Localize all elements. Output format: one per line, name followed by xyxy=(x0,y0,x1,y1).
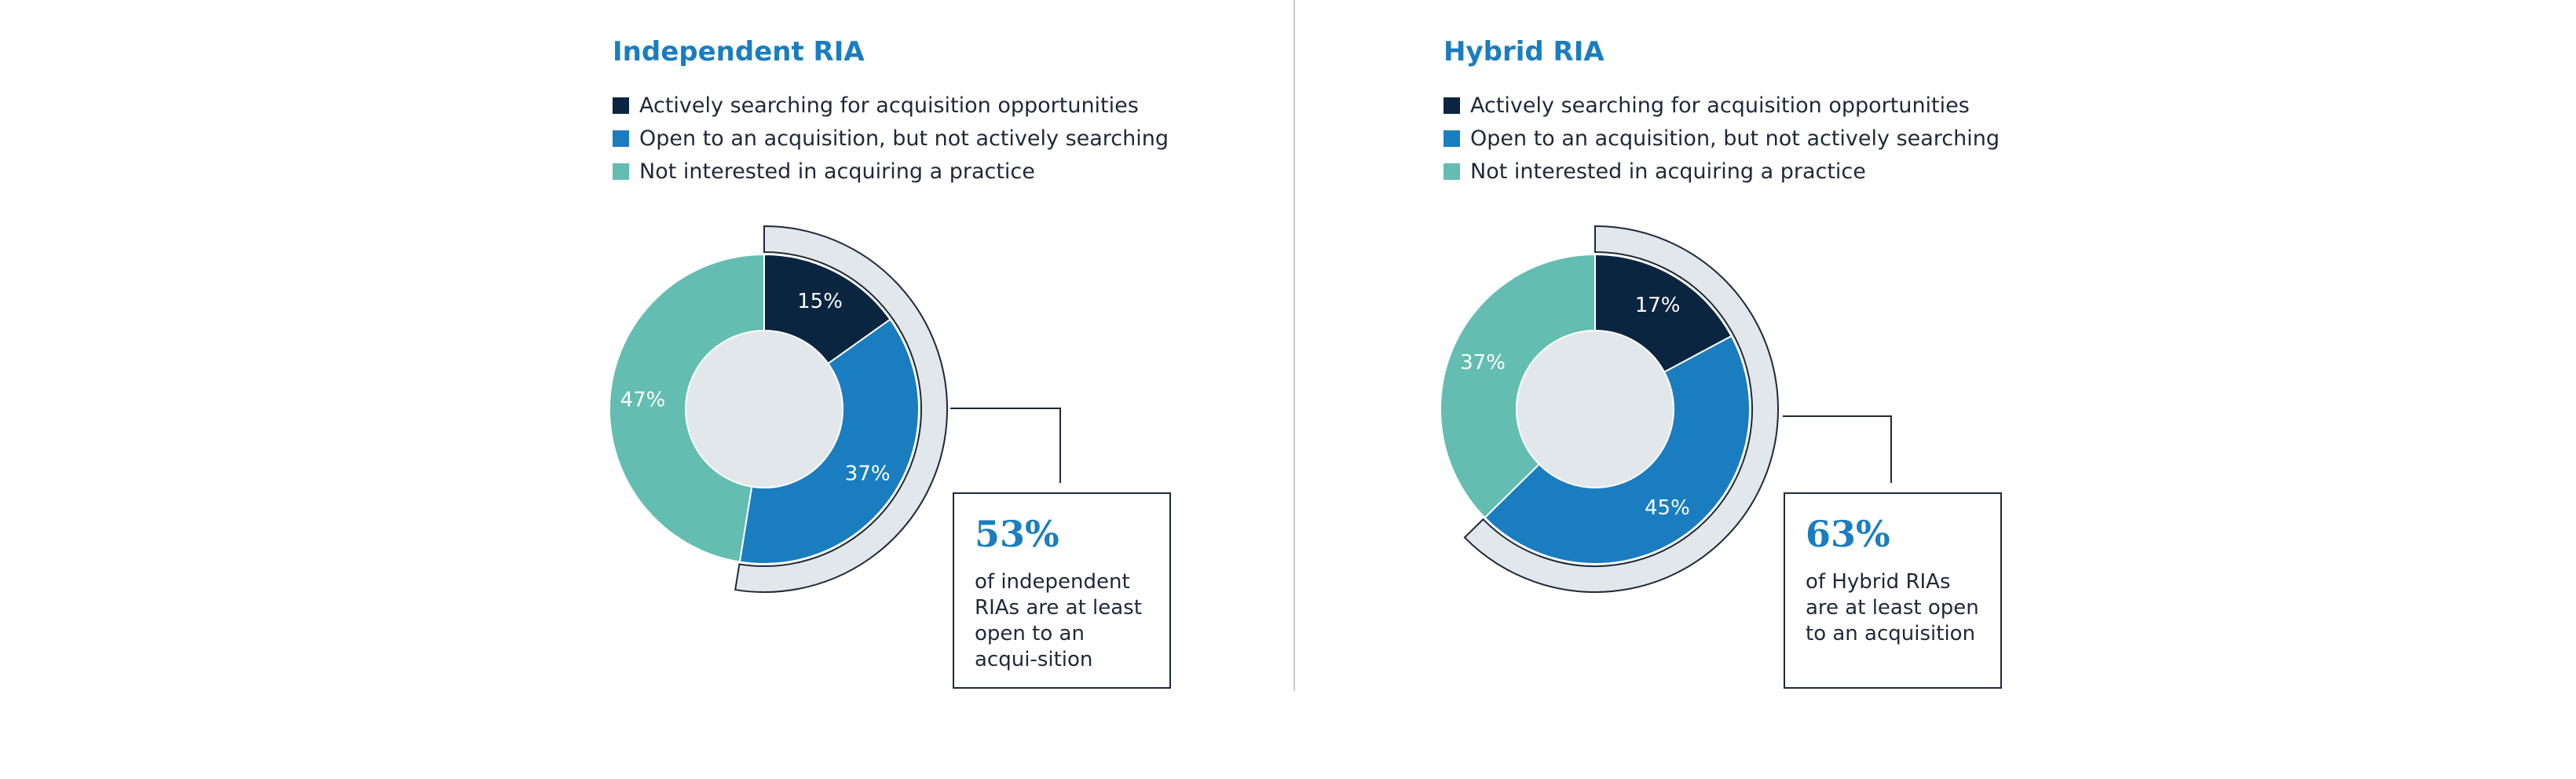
callout-box-independent: 53% of independent RIAs are at least ope… xyxy=(953,492,1171,689)
donut-center-hybrid xyxy=(1517,331,1673,487)
highlight-arc-hybrid xyxy=(1463,225,1779,593)
segment-not-interested xyxy=(1440,253,1596,519)
chart-title-hybrid: Hybrid RIA xyxy=(1444,36,1605,68)
callout-text: of Hybrid RIAs are at least open to an a… xyxy=(1806,570,1979,646)
segment-actively-searching xyxy=(1594,253,1733,374)
donut-independent: 15% 37% 47% xyxy=(609,225,1061,593)
data-label-not-interested: 47% xyxy=(620,389,666,412)
legend-label: Not interested in acquiring a practice xyxy=(639,159,1035,184)
legend-swatch-not-interested xyxy=(1444,163,1460,180)
data-label-not-interested: 37% xyxy=(1460,351,1506,375)
legend-label: Actively searching for acquisition oppor… xyxy=(639,93,1139,118)
legend-item-actively-searching: Actively searching for acquisition oppor… xyxy=(1444,90,2000,123)
legend-label: Actively searching for acquisition oppor… xyxy=(1470,93,1970,118)
legend-label: Open to an acquisition, but not actively… xyxy=(1470,126,2000,151)
callout-connector-independent xyxy=(950,408,1061,483)
callout-value: 53% xyxy=(975,513,1059,555)
segment-not-interested xyxy=(609,253,765,563)
legend-swatch-actively-searching xyxy=(1444,97,1460,114)
legend-independent: Actively searching for acquisition oppor… xyxy=(613,90,1169,188)
callout-connector-hybrid xyxy=(1783,415,1892,483)
chart-title-independent: Independent RIA xyxy=(613,36,865,68)
legend-item-not-interested: Not interested in acquiring a practice xyxy=(613,155,1169,188)
legend-item-open-to-acquisition: Open to an acquisition, but not actively… xyxy=(1444,123,2000,155)
callout-value: 63% xyxy=(1806,513,1890,555)
legend-hybrid: Actively searching for acquisition oppor… xyxy=(1444,90,2000,188)
segment-open-to-acquisition xyxy=(738,318,920,565)
data-label-actively-searching: 15% xyxy=(797,290,843,313)
callout-box-hybrid: 63% of Hybrid RIAs are at least open to … xyxy=(1784,492,2002,689)
panel-divider xyxy=(1293,0,1295,691)
data-label-open-to-acquisition: 45% xyxy=(1645,496,1690,520)
legend-swatch-open-to-acquisition xyxy=(613,130,629,147)
legend-item-open-to-acquisition: Open to an acquisition, but not actively… xyxy=(613,123,1169,155)
segment-open-to-acquisition xyxy=(1484,335,1751,565)
legend-item-actively-searching: Actively searching for acquisition oppor… xyxy=(613,90,1169,123)
legend-swatch-open-to-acquisition xyxy=(1444,130,1460,147)
legend-item-not-interested: Not interested in acquiring a practice xyxy=(1444,155,2000,188)
data-label-actively-searching: 17% xyxy=(1635,294,1681,317)
legend-label: Not interested in acquiring a practice xyxy=(1470,159,1866,184)
data-label-open-to-acquisition: 37% xyxy=(845,463,891,486)
legend-swatch-actively-searching xyxy=(613,97,629,114)
legend-swatch-not-interested xyxy=(613,163,629,180)
highlight-arc-independent xyxy=(734,225,949,593)
donut-center-independent xyxy=(686,331,842,487)
callout-text: of independent RIAs are at least open to… xyxy=(975,570,1142,671)
legend-label: Open to an acquisition, but not actively… xyxy=(639,126,1169,151)
donut-hybrid: 17% 45% 37% xyxy=(1440,225,1892,593)
segment-actively-searching xyxy=(763,253,891,365)
